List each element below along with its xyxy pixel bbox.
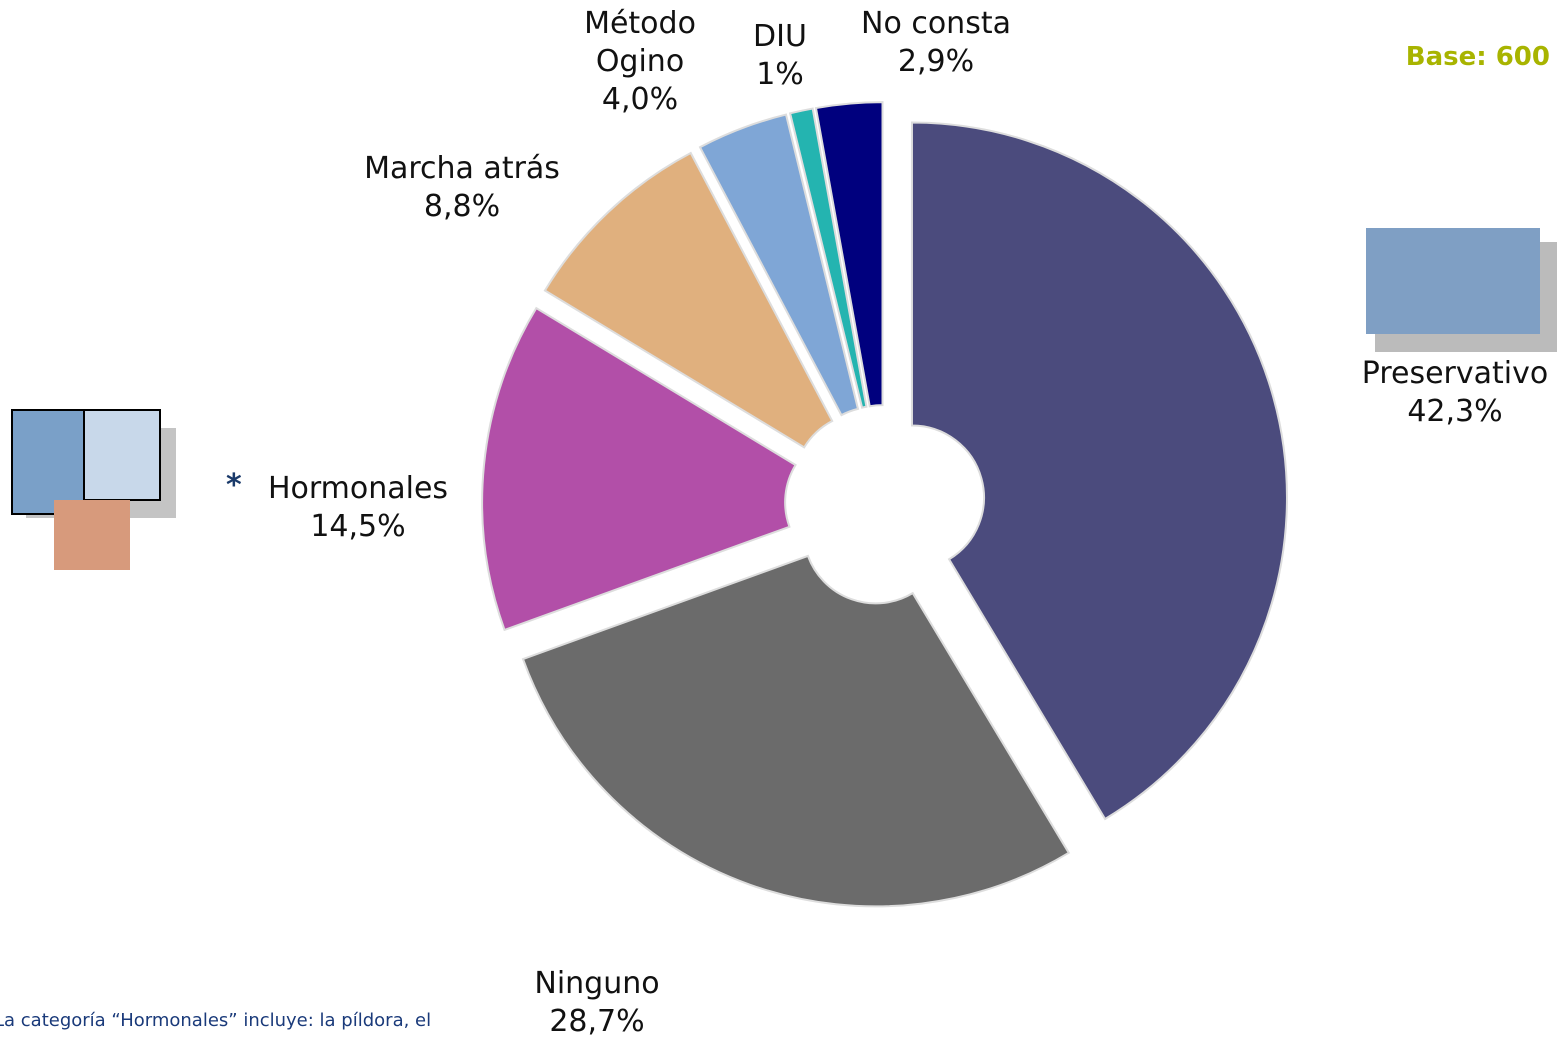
footnote: La categoría “Hormonales” incluye: la pí… — [0, 1010, 432, 1031]
slice — [543, 151, 834, 449]
slice-label: No consta 2,9% — [836, 5, 1036, 81]
category-label: Marcha atrás — [364, 151, 560, 186]
ring-image — [83, 409, 161, 501]
base-label: Base: 600 — [1405, 42, 1550, 72]
slice-label: Marcha atrás 8,8% — [342, 150, 582, 226]
value-label: 42,3% — [1407, 394, 1503, 429]
note-marker: * — [226, 468, 242, 503]
category-label: Ninguno — [534, 966, 660, 1001]
condom-image — [1366, 228, 1540, 334]
category-label: No consta — [861, 6, 1011, 41]
category-label: Método Ogino — [584, 6, 696, 79]
value-label: 4,0% — [601, 82, 679, 117]
slice-label: Método Ogino 4,0% — [575, 5, 705, 119]
slice — [814, 101, 884, 408]
category-label: Hormonales — [267, 471, 449, 506]
slice — [521, 554, 1071, 908]
category-label: Preservativo — [1361, 356, 1549, 391]
value-label: 28,7% — [549, 1004, 645, 1039]
patch-image — [54, 500, 130, 570]
value-label: 14,5% — [310, 509, 406, 544]
value-label: 8,8% — [423, 189, 501, 224]
slice — [788, 107, 868, 409]
value-label: 2,9% — [897, 44, 975, 79]
slice — [910, 121, 1288, 821]
slice-label: Preservativo 42,3% — [1335, 355, 1564, 431]
slice — [698, 113, 860, 417]
category-label: DIU — [753, 19, 807, 54]
slice-label: DIU 1% — [740, 18, 820, 94]
slice — [481, 306, 797, 632]
slice-label: Ninguno 28,7% — [497, 965, 697, 1041]
value-label: 1% — [756, 57, 804, 92]
slice-label: Hormonales 14,5% — [258, 470, 458, 546]
pill-image — [11, 409, 85, 515]
